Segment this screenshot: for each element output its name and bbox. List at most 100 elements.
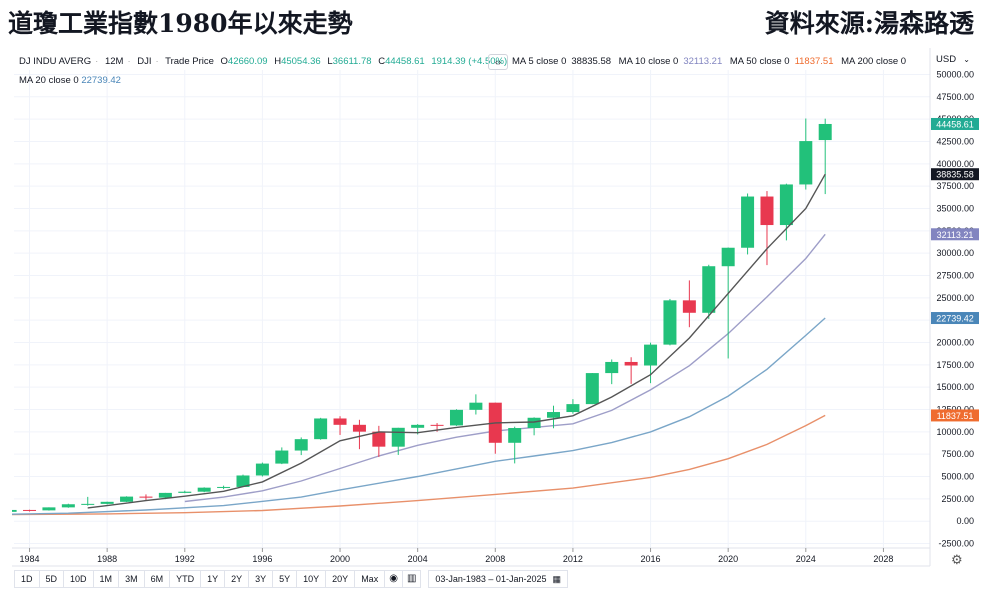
ma-legend: MA 5 close 0 38835.58 MA 10 close 0 32113.… bbox=[512, 56, 911, 67]
candle-body bbox=[236, 475, 250, 487]
candle-body bbox=[682, 300, 696, 313]
chevron-down-icon: ⌄ bbox=[963, 55, 970, 64]
x-tick-label: 1984 bbox=[20, 554, 40, 564]
y-tick-label: 25000.00 bbox=[936, 293, 974, 303]
y-tick-label: 42500.00 bbox=[936, 136, 974, 146]
candle-body bbox=[508, 428, 522, 443]
collapse-legend-button[interactable]: ‹› bbox=[488, 54, 508, 70]
range-20y-button[interactable]: 20Y bbox=[325, 570, 356, 588]
range-6m-button[interactable]: 6M bbox=[143, 570, 171, 588]
low-value: 36611.78 bbox=[332, 56, 372, 67]
ma20-label[interactable]: MA 20 close 0 bbox=[19, 75, 79, 86]
candle-body bbox=[139, 496, 153, 498]
price-badge bbox=[931, 117, 979, 130]
candlestick-chart[interactable]: -2500.00 0.00 2500.00 5000.00 7500.00 10000.0… bbox=[12, 48, 982, 590]
price-badge bbox=[931, 228, 979, 241]
candle-body bbox=[449, 409, 463, 426]
candle-body bbox=[81, 503, 95, 505]
x-tick-label: 2012 bbox=[563, 554, 583, 564]
price-badge bbox=[931, 312, 979, 325]
range-ytd-button[interactable]: YTD bbox=[169, 570, 202, 588]
ma5-label[interactable]: MA 5 close 0 bbox=[512, 56, 567, 67]
candle-body bbox=[566, 404, 580, 413]
price-badge-label: 38835.58 bbox=[936, 170, 974, 180]
ma10-label[interactable]: MA 10 close 0 bbox=[618, 56, 679, 67]
candle-body bbox=[760, 196, 774, 226]
candle-body bbox=[197, 487, 211, 492]
range-10y-button[interactable]: 10Y bbox=[296, 570, 327, 588]
bars-icon[interactable]: ▥ bbox=[401, 570, 422, 588]
range-3y-button[interactable]: 3Y bbox=[248, 570, 274, 588]
range-1y-button[interactable]: 1Y bbox=[200, 570, 226, 588]
y-tick-label: 2500.00 bbox=[941, 494, 974, 504]
price-badge-label: 32113.21 bbox=[937, 230, 974, 240]
change-value: 1914.39 (+4.50%) bbox=[431, 56, 508, 67]
y-tick-label: 5000.00 bbox=[941, 472, 974, 482]
y-tick-label: 10000.00 bbox=[936, 427, 974, 437]
ma20-line bbox=[12, 317, 826, 515]
candle-body bbox=[624, 361, 638, 366]
symbol-name: DJ INDU AVERG bbox=[19, 56, 92, 67]
x-tick-label: 1996 bbox=[252, 554, 272, 564]
range-3m-button[interactable]: 3M bbox=[118, 570, 145, 588]
candle-body bbox=[255, 463, 269, 476]
ma5-line bbox=[87, 173, 826, 509]
candle-body bbox=[605, 361, 619, 374]
ma50-label[interactable]: MA 50 close 0 bbox=[729, 56, 790, 67]
range-10d-button[interactable]: 10D bbox=[63, 570, 94, 588]
candle-body bbox=[294, 439, 308, 451]
range-toolbar: 1D 5D 10D 1M 3M 6M YTD 1Y 2Y 3Y 5Y 10Y 2… bbox=[14, 570, 568, 588]
x-tick-label: 2008 bbox=[485, 554, 505, 564]
ma5-value: 38835.58 bbox=[571, 56, 612, 67]
y-tick-label: 40000.00 bbox=[936, 159, 974, 169]
price-badge-label: 44458.61 bbox=[936, 119, 974, 129]
candle-body bbox=[372, 431, 386, 447]
range-5y-button[interactable]: 5Y bbox=[272, 570, 298, 588]
chart-panel[interactable]: -2500.00 0.00 2500.00 5000.00 7500.00 10000.0… bbox=[12, 48, 982, 590]
range-1d-button[interactable]: 1D bbox=[14, 570, 40, 588]
candle-body bbox=[644, 344, 658, 366]
x-tick-label: 2016 bbox=[641, 554, 661, 564]
symbol-legend: DJ INDU AVERG · 12M · DJI · Trade Price O42… bbox=[19, 56, 508, 67]
currency-selector[interactable]: USD ⌄ bbox=[930, 52, 974, 68]
compare-icon[interactable]: ◉ bbox=[384, 570, 403, 588]
y-tick-label: 50000.00 bbox=[936, 69, 974, 79]
x-tick-label: 2004 bbox=[408, 554, 428, 564]
gear-icon[interactable]: ⚙ bbox=[951, 552, 963, 567]
candle-body bbox=[430, 424, 444, 426]
mode-label: Trade Price bbox=[165, 56, 214, 67]
open-value: 42660.09 bbox=[227, 56, 268, 67]
ma10-value: 32113.21 bbox=[683, 56, 723, 67]
candle-body bbox=[352, 424, 366, 432]
y-tick-label: 37500.00 bbox=[936, 181, 974, 191]
candle-body bbox=[411, 424, 425, 428]
candle-body bbox=[779, 184, 793, 226]
ma200-label[interactable]: MA 200 close 0 bbox=[841, 56, 907, 67]
candle-body bbox=[100, 501, 114, 504]
range-2y-button[interactable]: 2Y bbox=[224, 570, 250, 588]
calendar-icon: ▦ bbox=[552, 574, 561, 584]
candle-body bbox=[12, 509, 17, 512]
date-range-text: 03-Jan-1983 – 01-Jan-2025 bbox=[435, 574, 547, 584]
ma20-value: 22739.42 bbox=[81, 75, 121, 86]
x-tick-label: 2024 bbox=[796, 554, 816, 564]
candle-body bbox=[178, 491, 192, 493]
y-tick-label: 17500.00 bbox=[936, 360, 974, 370]
range-1m-button[interactable]: 1M bbox=[92, 570, 120, 588]
interval-label[interactable]: 12M bbox=[104, 56, 124, 67]
range-max-button[interactable]: Max bbox=[354, 570, 386, 588]
date-range-picker[interactable]: 03-Jan-1983 – 01-Jan-2025 ▦ bbox=[428, 570, 568, 588]
candle-body bbox=[391, 427, 405, 447]
candle-body bbox=[741, 196, 755, 248]
close-value: 44458.61 bbox=[385, 56, 425, 67]
x-tick-label: 2028 bbox=[873, 554, 893, 564]
x-tick-label: 2020 bbox=[718, 554, 738, 564]
candle-body bbox=[818, 123, 832, 141]
candle-body bbox=[799, 141, 813, 185]
y-tick-label: 20000.00 bbox=[936, 338, 974, 348]
y-tick-label: 0.00 bbox=[956, 516, 974, 526]
candle-body bbox=[23, 509, 37, 511]
source-label: 資料來源:湯森路透 bbox=[764, 9, 974, 38]
range-5d-button[interactable]: 5D bbox=[38, 570, 65, 588]
ma20-legend: MA 20 close 0 22739.42 bbox=[19, 75, 121, 86]
